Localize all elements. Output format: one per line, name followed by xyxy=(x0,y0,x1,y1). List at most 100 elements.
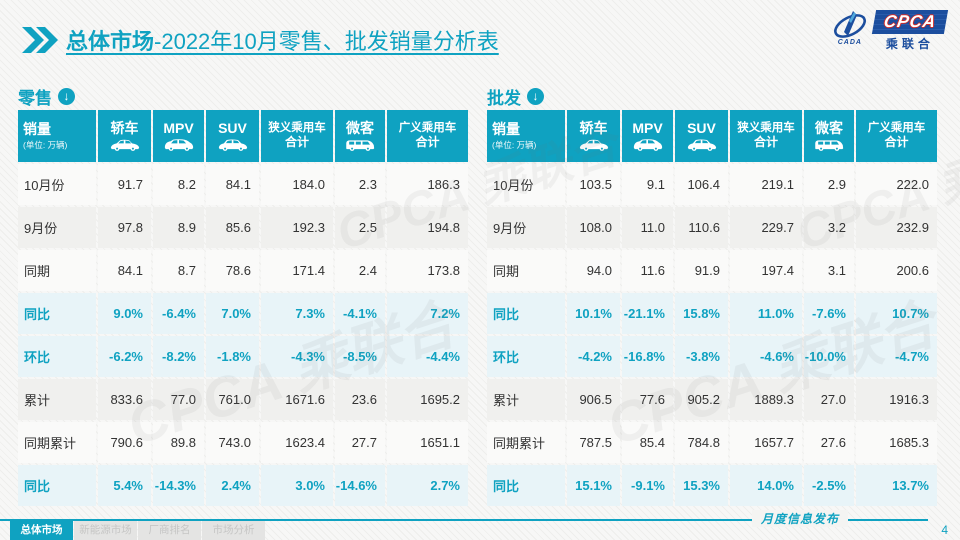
table-cell: 10.7% xyxy=(856,293,937,334)
retail-table: 销量 (单位: 万辆) 轿车 MPV SUV 狭义乘用车 合计 微客 广义乘用车 合计 10月份 91… xyxy=(18,110,468,506)
minivan-icon xyxy=(814,138,844,152)
col-header: MPV xyxy=(622,110,673,162)
table-cell: 27.7 xyxy=(335,422,385,463)
table-cell: 110.6 xyxy=(675,207,728,248)
table-cell: 9.1 xyxy=(622,164,673,205)
table-cell: 9.0% xyxy=(98,293,151,334)
table-cell: 84.1 xyxy=(206,164,259,205)
header: 总体市场-2022年10月零售、批发销量分析表 xyxy=(22,24,499,56)
retail-panel: 零售 ↓ 销量 (单位: 万辆) 轿车 MPV SUV 狭义乘用车 合计 微客 广义乘用车 合计 1… xyxy=(18,84,468,506)
table-cell: -8.2% xyxy=(153,336,204,377)
table-cell: 192.3 xyxy=(261,207,333,248)
table-cell: 10.1% xyxy=(567,293,620,334)
row-label: 同期累计 xyxy=(487,422,565,463)
mpv-icon xyxy=(164,138,194,152)
table-cell: 906.5 xyxy=(567,379,620,420)
table-cell: -2.5% xyxy=(804,465,854,506)
table-cell: 106.4 xyxy=(675,164,728,205)
table-cell: 8.2 xyxy=(153,164,204,205)
table-cell: 232.9 xyxy=(856,207,937,248)
table-cell: 197.4 xyxy=(730,250,802,291)
nav-tab-oem-ranking[interactable]: 厂商排名 xyxy=(138,521,201,540)
table-cell: -6.4% xyxy=(153,293,204,334)
row-label: 10月份 xyxy=(18,164,96,205)
table-cell: 1889.3 xyxy=(730,379,802,420)
table-cell: 2.3 xyxy=(335,164,385,205)
table-cell: 194.8 xyxy=(387,207,468,248)
table-cell: 13.7% xyxy=(856,465,937,506)
table-cell: 91.9 xyxy=(675,250,728,291)
row-label: 环比 xyxy=(487,336,565,377)
table-cell: 97.8 xyxy=(98,207,151,248)
table-cell: 1671.6 xyxy=(261,379,333,420)
page-title-section: 总体市场 xyxy=(66,29,155,54)
retail-section-label: 零售 xyxy=(18,88,52,108)
row-label: 同期 xyxy=(487,250,565,291)
col-header: MPV xyxy=(153,110,204,162)
table-cell: 1916.3 xyxy=(856,379,937,420)
table-cell: 77.6 xyxy=(622,379,673,420)
table-cell: -7.6% xyxy=(804,293,854,334)
col-header: SUV xyxy=(675,110,728,162)
row-label: 同比 xyxy=(487,465,565,506)
table-cell: 1651.1 xyxy=(387,422,468,463)
logo-chinese-name: 乘联合 xyxy=(885,37,934,51)
table-cell: 94.0 xyxy=(567,250,620,291)
table-cell: 8.7 xyxy=(153,250,204,291)
col-header: 广义乘用车 合计 xyxy=(387,110,468,162)
table-cell: 84.1 xyxy=(98,250,151,291)
table-cell: -4.6% xyxy=(730,336,802,377)
table-cell: 3.1 xyxy=(804,250,854,291)
col-header: 轿车 xyxy=(98,110,151,162)
table-cell: -21.1% xyxy=(622,293,673,334)
table-cell: 2.9 xyxy=(804,164,854,205)
nav-tab-overall-market[interactable]: 总体市场 xyxy=(10,521,73,540)
nav-tab-market-analysis[interactable]: 市场分析 xyxy=(202,521,265,540)
cpca-wordmark: CPCA xyxy=(871,10,949,34)
table-cell: 761.0 xyxy=(206,379,259,420)
col-header: 广义乘用车 合计 xyxy=(856,110,937,162)
sedan-icon xyxy=(110,138,140,152)
table-cell: -4.2% xyxy=(567,336,620,377)
table-cell: 1623.4 xyxy=(261,422,333,463)
table-cell: 790.6 xyxy=(98,422,151,463)
row-label: 累计 xyxy=(487,379,565,420)
table-cell: -10.0% xyxy=(804,336,854,377)
row-label: 环比 xyxy=(18,336,96,377)
col-header: 狭义乘用车 合计 xyxy=(730,110,802,162)
table-cell: 108.0 xyxy=(567,207,620,248)
col-header: SUV xyxy=(206,110,259,162)
table-cell: 11.6 xyxy=(622,250,673,291)
table-cell: 15.1% xyxy=(567,465,620,506)
table-cell: -14.6% xyxy=(335,465,385,506)
nav-tab-nev-market[interactable]: 新能源市场 xyxy=(74,521,137,540)
table-cell: 7.2% xyxy=(387,293,468,334)
table-cell: -6.2% xyxy=(98,336,151,377)
table-cell: 171.4 xyxy=(261,250,333,291)
page-number: 4 xyxy=(941,523,948,537)
table-cell: 27.0 xyxy=(804,379,854,420)
col-header-sales: 销量 (单位: 万辆) xyxy=(18,110,96,162)
cpca-logo: CADA CPCA 乘联合 xyxy=(830,10,949,52)
row-label: 10月份 xyxy=(487,164,565,205)
table-cell: 11.0 xyxy=(622,207,673,248)
row-label: 同比 xyxy=(18,465,96,506)
table-cell: -16.8% xyxy=(622,336,673,377)
table-cell: -1.8% xyxy=(206,336,259,377)
table-cell: 11.0% xyxy=(730,293,802,334)
circle-down-arrow-icon: ↓ xyxy=(58,87,75,105)
wholesale-panel: 批发 ↓ 销量 (单位: 万辆) 轿车 MPV SUV 狭义乘用车 合计 微客 广义乘用车 合计 1… xyxy=(487,84,937,506)
table-cell: 3.0% xyxy=(261,465,333,506)
table-cell: 1695.2 xyxy=(387,379,468,420)
table-cell: 14.0% xyxy=(730,465,802,506)
cpca-wordmark-block: CPCA 乘联合 xyxy=(871,10,949,52)
table-cell: -4.4% xyxy=(387,336,468,377)
col-header: 轿车 xyxy=(567,110,620,162)
footer-note: 月度信息发布 xyxy=(751,510,848,527)
cada-label: CADA xyxy=(837,39,862,46)
wholesale-section-label: 批发 xyxy=(487,88,521,108)
table-cell: 7.3% xyxy=(261,293,333,334)
table-cell: 184.0 xyxy=(261,164,333,205)
row-label: 同期 xyxy=(18,250,96,291)
double-chevron-icon xyxy=(22,27,58,53)
